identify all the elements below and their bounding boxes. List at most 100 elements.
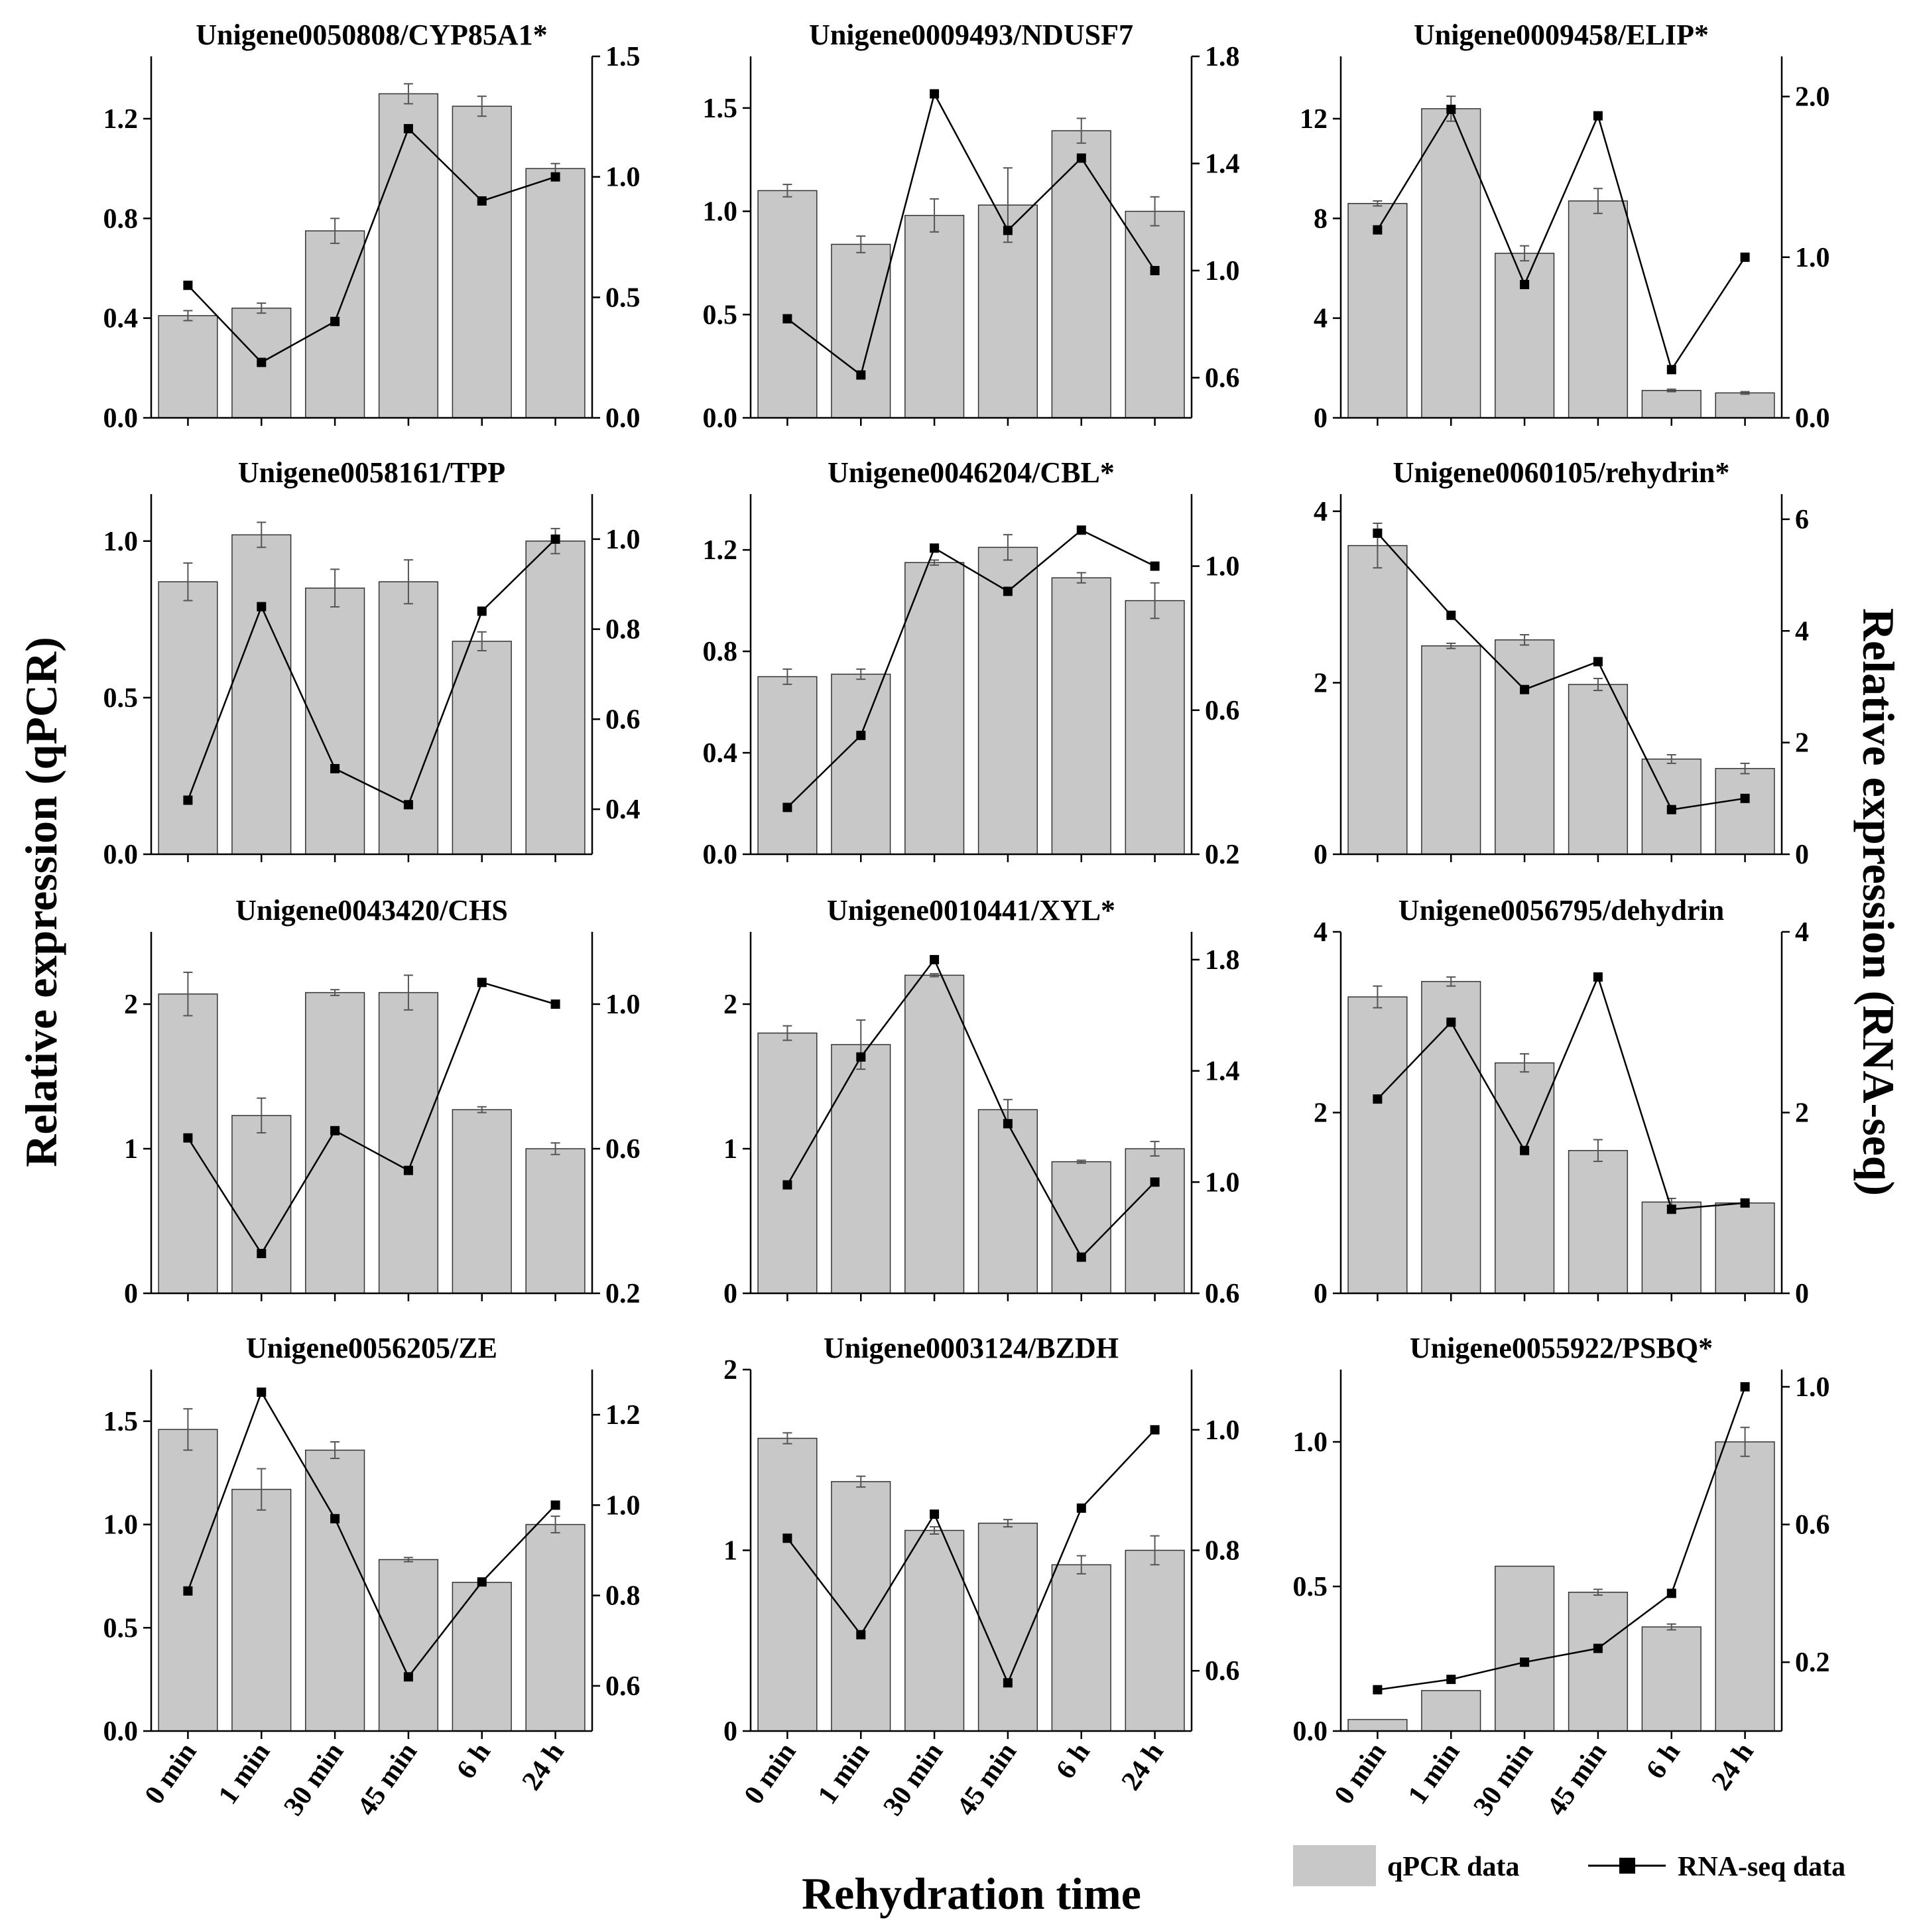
y-left-tick-label: 0.8 — [703, 637, 738, 667]
rnaseq-point — [1520, 1145, 1530, 1155]
qpcr-bar — [1715, 1202, 1775, 1294]
y-right-tick-label: 0 — [1795, 840, 1809, 870]
y-right-tick-label: 4 — [1795, 917, 1809, 948]
rnaseq-point — [1373, 1685, 1383, 1695]
rnaseq-point — [856, 1052, 866, 1062]
qpcr-bar — [231, 534, 292, 855]
qpcr-bar — [1495, 1062, 1555, 1294]
qpcr-bar — [1641, 1626, 1702, 1732]
qpcr-bar — [1421, 108, 1481, 419]
rnaseq-point — [1666, 1204, 1676, 1214]
y-right-tick-label: 6 — [1795, 505, 1809, 535]
x-axis-title: Rehydration time — [802, 1868, 1141, 1919]
rnaseq-point — [550, 999, 560, 1009]
y-right-tick-label: 1.0 — [605, 990, 641, 1020]
qpcr-bar — [1641, 1201, 1702, 1294]
x-tick-label: 24 h — [517, 1737, 570, 1796]
y-left-tick-label: 1.2 — [103, 104, 139, 135]
rnaseq-point — [1666, 365, 1676, 375]
y-right-axis-title: Relative expression (RNA-seq) — [1853, 608, 1904, 1196]
rnaseq-point — [856, 730, 866, 740]
qpcr-bar — [1715, 392, 1775, 419]
rnaseq-point — [1076, 525, 1086, 535]
qpcr-bar — [757, 676, 818, 855]
x-tick-label: 45 min — [951, 1737, 1022, 1821]
y-left-tick-label: 0 — [723, 1279, 737, 1309]
y-right-tick-label: 1.5 — [605, 42, 641, 72]
x-tick-label: 0 min — [1329, 1737, 1393, 1810]
x-tick-label: 1 min — [812, 1737, 876, 1810]
y-right-tick-label: 1.0 — [1205, 1167, 1240, 1198]
y-left-tick-label: 8 — [1314, 204, 1328, 234]
panel-title: Unigene0056205/ZE — [246, 1332, 497, 1364]
rnaseq-point — [1446, 610, 1456, 620]
qpcr-bar — [1421, 645, 1481, 855]
qpcr-bar — [1125, 600, 1185, 855]
y-left-tick-label: 0.8 — [103, 204, 139, 234]
rnaseq-point — [1076, 153, 1086, 163]
y-right-tick-label: 4 — [1795, 616, 1809, 647]
rnaseq-point — [403, 1165, 413, 1175]
rnaseq-point — [1003, 586, 1013, 596]
y-right-tick-label: 1.0 — [1205, 552, 1240, 582]
qpcr-bar — [1347, 545, 1408, 855]
y-right-tick-label: 2 — [1795, 1098, 1809, 1129]
y-right-tick-label: 0.2 — [1205, 840, 1240, 870]
qpcr-bar — [378, 93, 439, 419]
qpcr-bar — [305, 992, 365, 1294]
chart-panel-8: 0 1 2 0.6 1.0 1.4 1.8 Unigene0010441/XYL* — [723, 894, 1240, 1309]
x-tick-label: 6 h — [451, 1737, 497, 1784]
panel-title: Unigene0010441/XYL* — [827, 894, 1115, 927]
y-left-tick-label: 0.0 — [103, 1716, 139, 1747]
rnaseq-line — [786, 92, 1156, 377]
qpcr-bar — [525, 1148, 586, 1294]
chart-panel-6: 0 2 4 0 2 4 6 Unigene0060105/rehydrin* — [1314, 456, 1809, 870]
chart-panel-11: 0 1 2 0.6 0.8 1.0 Unigene0003124/BZDH 0 min 1 mi… — [723, 1332, 1240, 1821]
rnaseq-point — [183, 795, 193, 805]
chart-panel-9: 0 2 4 0 2 4 Unigene0056795/dehydrin — [1314, 894, 1809, 1309]
qpcr-bar — [1125, 1148, 1185, 1294]
rnaseq-point — [257, 1387, 267, 1397]
y-right-tick-label: 1.8 — [1205, 42, 1240, 72]
rnaseq-point — [477, 196, 487, 206]
y-right-tick-label: 0.2 — [1795, 1647, 1830, 1678]
qpcr-bar — [1125, 210, 1185, 419]
rnaseq-point — [782, 1180, 792, 1190]
qpcr-bar — [158, 993, 218, 1294]
rnaseq-point — [1150, 266, 1160, 275]
rnaseq-point — [330, 1513, 340, 1523]
qpcr-bar — [1641, 389, 1702, 419]
y-left-tick-label: 4 — [1314, 497, 1328, 527]
y-right-tick-label: 1.0 — [1795, 243, 1830, 273]
qpcr-bar — [904, 215, 965, 419]
y-left-tick-label: 0.5 — [1293, 1572, 1328, 1602]
rnaseq-point — [183, 281, 193, 290]
rnaseq-point — [1150, 1425, 1160, 1435]
qpcr-bar — [231, 1488, 292, 1732]
rnaseq-point — [782, 1533, 792, 1543]
rnaseq-point — [477, 1577, 487, 1587]
y-left-tick-label: 1 — [723, 1536, 737, 1567]
rnaseq-point — [1003, 1119, 1013, 1129]
x-tick-label: 45 min — [1541, 1737, 1613, 1821]
rnaseq-point — [930, 954, 940, 964]
rnaseq-point — [930, 89, 940, 99]
qpcr-bar — [831, 673, 891, 855]
y-right-tick-label: 0.8 — [605, 615, 641, 645]
rnaseq-point — [330, 316, 340, 326]
qpcr-bar — [452, 105, 512, 419]
y-left-tick-label: 0.4 — [103, 304, 139, 334]
y-right-tick-label: 1.4 — [1205, 1057, 1240, 1087]
rnaseq-point — [1740, 252, 1750, 262]
y-right-tick-label: 0 — [1795, 1279, 1809, 1309]
rnaseq-point — [403, 800, 413, 810]
y-right-tick-label: 0.0 — [605, 403, 641, 434]
panel-title: Unigene0009493/NDUSF7 — [809, 19, 1133, 51]
y-left-tick-label: 1.0 — [103, 527, 139, 557]
y-right-tick-label: 0.6 — [605, 704, 641, 735]
rnaseq-point — [1593, 972, 1603, 982]
qpcr-bar — [1495, 253, 1555, 419]
rnaseq-point — [1520, 684, 1530, 694]
qpcr-bar — [904, 1529, 965, 1732]
